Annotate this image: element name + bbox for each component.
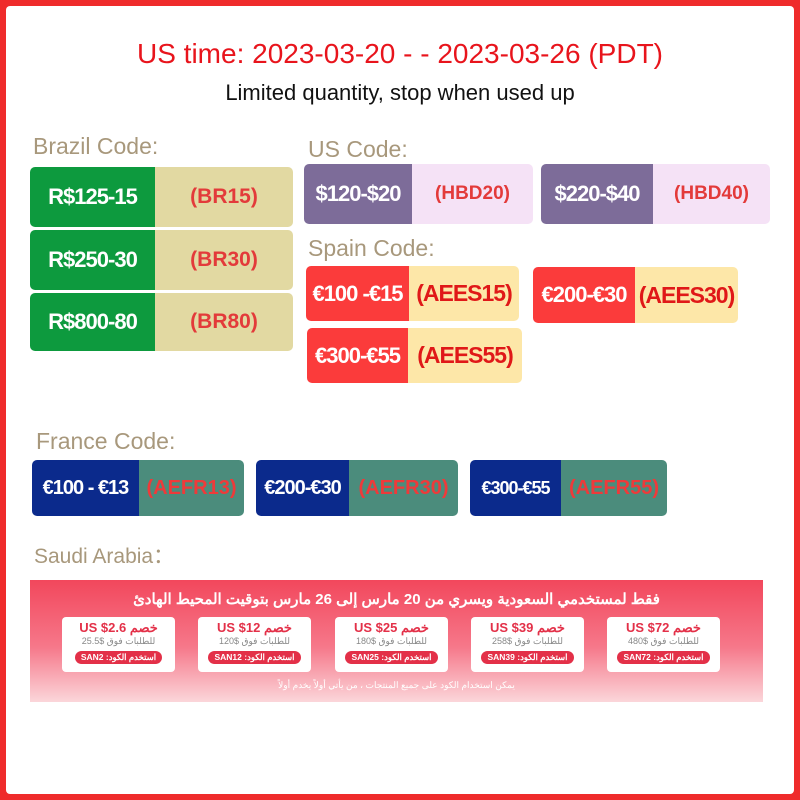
coupon-discount: خصم US $72 [626,620,701,635]
coupon-code: (AEFR13) [139,460,244,516]
us-coupon[interactable]: $120-$20 (HBD20) [304,164,533,224]
coupon-amount: €300-€55 [470,460,561,516]
brazil-coupon[interactable]: R$125-15 (BR15) [30,167,293,227]
coupon-code: استخدم الكود: SAN2 [74,651,163,664]
coupon-code: استخدم الكود: SAN12 [208,651,301,664]
coupon-amount: R$125-15 [30,167,155,227]
saudi-footer-note: يمكن استخدام الكود على جميع المنتجات ، م… [278,680,515,690]
coupon-code: استخدم الكود: SAN25 [345,651,438,664]
coupon-code: (AEES30) [635,267,738,323]
coupon-code: (AEES55) [408,328,522,383]
france-coupon[interactable]: €200-€30 (AEFR30) [256,460,458,516]
saudi-coupon[interactable]: خصم US $39 للطلبات فوق $258 استخدم الكود: … [471,617,584,672]
coupon-minimum: للطلبات فوق $120 [219,636,290,646]
coupon-amount: $120-$20 [304,164,412,224]
coupon-amount: R$250-30 [30,230,155,290]
spain-coupon[interactable]: €200-€30 (AEES30) [533,267,738,323]
brazil-coupon[interactable]: R$800-80 (BR80) [30,293,293,351]
coupon-minimum: للطلبات فوق $480 [628,636,699,646]
coupon-code: (HBD40) [653,164,770,224]
saudi-heading: فقط لمستخدمي السعودية ويسري من 20 مارس إ… [133,591,660,608]
saudi-label: Saudi Arabia： [34,545,175,568]
coupon-minimum: للطلبات فوق $25.5 [81,636,156,646]
france-coupon[interactable]: €300-€55 (AEFR55) [470,460,667,516]
us-coupon[interactable]: $220-$40 (HBD40) [541,164,770,224]
coupon-minimum: للطلبات فوق $180 [356,636,427,646]
promo-period-title: US time: 2023-03-20 - - 2023-03-26 (PDT) [137,38,663,69]
coupon-amount: €100 - €13 [32,460,139,516]
coupon-code: (AEES15) [409,266,519,321]
coupon-discount: خصم US $39 [490,620,565,635]
saudi-coupon[interactable]: خصم US $72 للطلبات فوق $480 استخدم الكود: … [607,617,720,672]
coupon-code: استخدم الكود: SAN39 [481,651,574,664]
coupon-code: (BR80) [155,293,293,351]
coupon-discount: خصم US $25 [354,620,429,635]
brazil-coupon[interactable]: R$250-30 (BR30) [30,230,293,290]
coupon-amount: €200-€30 [533,267,635,323]
coupon-amount: $220-$40 [541,164,653,224]
coupon-discount: خصم US $2.6 [79,620,158,635]
coupon-code: (BR30) [155,230,293,290]
coupon-amount: €100 -€15 [306,266,409,321]
saudi-coupon[interactable]: خصم US $2.6 للطلبات فوق $25.5 استخدم الكود… [62,617,175,672]
france-label: France Code: [36,428,176,454]
saudi-banner: فقط لمستخدمي السعودية ويسري من 20 مارس إ… [30,580,763,702]
saudi-coupon[interactable]: خصم US $25 للطلبات فوق $180 استخدم الكود: … [335,617,448,672]
france-coupon[interactable]: €100 - €13 (AEFR13) [32,460,244,516]
coupon-amount: €300-€55 [307,328,408,383]
coupon-code: (BR15) [155,167,293,227]
spain-label: Spain Code: [308,235,435,261]
coupon-code: (AEFR30) [349,460,458,516]
saudi-coupon[interactable]: خصم US $12 للطلبات فوق $120 استخدم الكود: … [198,617,311,672]
coupon-code: استخدم الكود: SAN72 [617,651,710,664]
us-label: US Code: [308,136,408,162]
promo-subtitle: Limited quantity, stop when used up [225,80,575,105]
coupon-code: (AEFR55) [561,460,667,516]
coupon-code: (HBD20) [412,164,533,224]
coupon-minimum: للطلبات فوق $258 [492,636,563,646]
spain-coupon[interactable]: €100 -€15 (AEES15) [306,266,519,321]
coupon-amount: €200-€30 [256,460,349,516]
coupon-amount: R$800-80 [30,293,155,351]
coupon-discount: خصم US $12 [217,620,292,635]
brazil-label: Brazil Code: [33,133,159,159]
spain-coupon[interactable]: €300-€55 (AEES55) [307,328,522,383]
